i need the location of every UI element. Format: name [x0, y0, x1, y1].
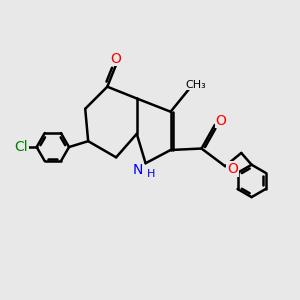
Text: H: H	[147, 169, 155, 179]
Text: O: O	[215, 114, 226, 128]
Text: O: O	[111, 52, 122, 66]
Text: O: O	[227, 162, 238, 176]
Text: N: N	[133, 163, 143, 177]
Text: CH₃: CH₃	[186, 80, 207, 90]
Text: Cl: Cl	[14, 140, 28, 154]
